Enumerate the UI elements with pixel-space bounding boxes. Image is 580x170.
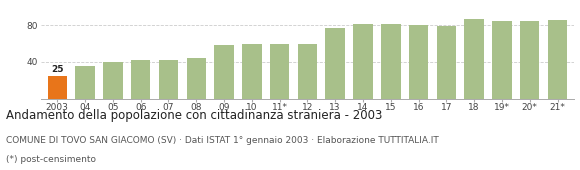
Bar [131,60,150,99]
Bar [187,58,206,99]
Bar [298,44,317,99]
Bar [242,44,262,99]
Bar [437,26,456,99]
Bar [353,24,373,99]
Bar [548,20,567,99]
Bar [103,62,122,99]
Bar [492,21,512,99]
Bar [48,76,67,99]
Bar [270,44,289,99]
Bar [214,45,234,99]
Bar [381,24,401,99]
Text: 25: 25 [51,65,64,74]
Text: (*) post-censimento: (*) post-censimento [6,155,96,164]
Bar [159,60,178,99]
Text: Andamento della popolazione con cittadinanza straniera - 2003: Andamento della popolazione con cittadin… [6,109,382,122]
Bar [325,28,345,99]
Bar [465,19,484,99]
Bar [520,21,539,99]
Bar [409,25,428,99]
Text: COMUNE DI TOVO SAN GIACOMO (SV) · Dati ISTAT 1° gennaio 2003 · Elaborazione TUTT: COMUNE DI TOVO SAN GIACOMO (SV) · Dati I… [6,136,438,145]
Bar [75,66,95,99]
